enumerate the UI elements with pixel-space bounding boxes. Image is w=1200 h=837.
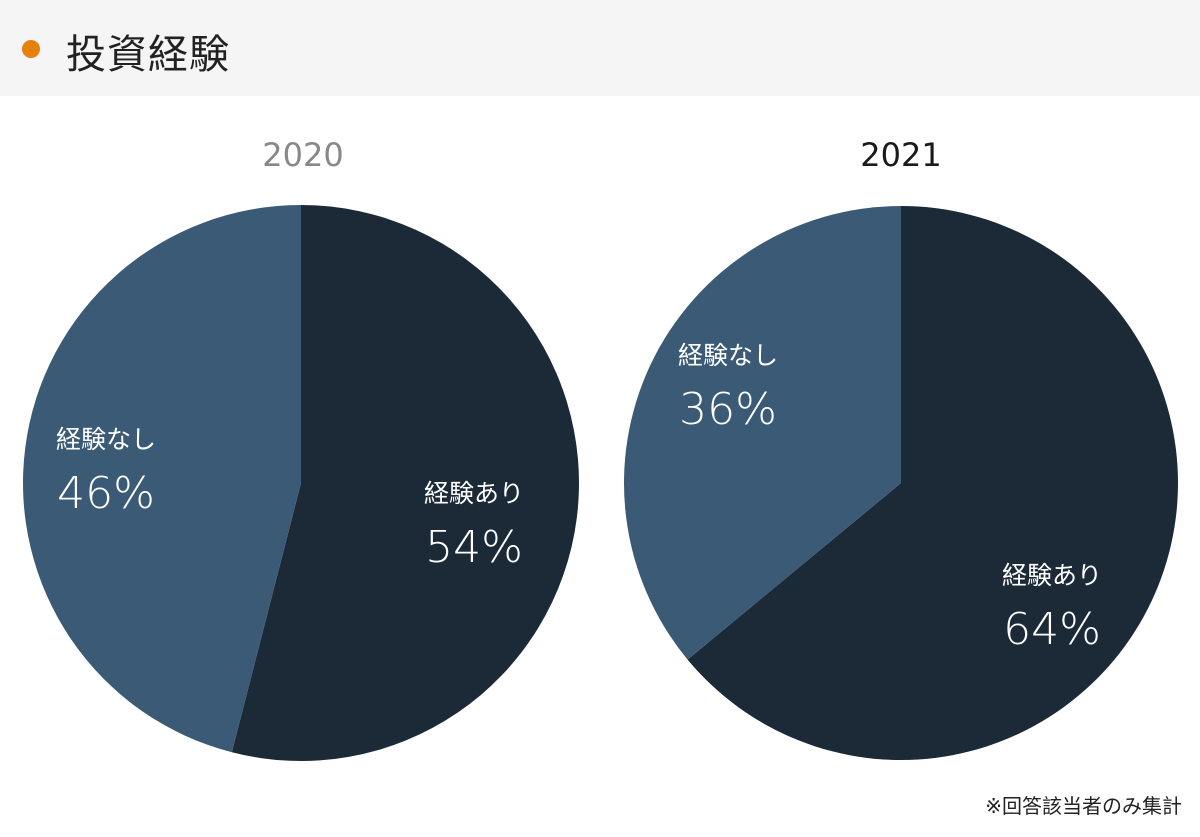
pie-slice [231, 205, 580, 761]
slice-name: 経験なし [678, 341, 779, 370]
slice-label-2021-not-experienced: 経験なし 36% [678, 336, 778, 435]
slice-percent: 64% [1003, 604, 1101, 655]
slice-label-2020-not-experienced: 経験なし 46% [56, 420, 156, 519]
pie-slice [23, 205, 302, 753]
pie-slice [687, 206, 1178, 761]
pie-slice [623, 206, 901, 660]
slice-name: 経験あり [1002, 561, 1103, 590]
footnote: ※回答該当者のみ集計 [985, 794, 1182, 818]
slice-name: 経験なし [56, 425, 157, 454]
chart-title-2021: 2021 [860, 136, 942, 174]
header-bar: 投資経験 [0, 0, 1200, 96]
slice-percent: 54% [425, 522, 523, 573]
slice-name: 経験あり [424, 479, 525, 508]
bullet-dot-icon [22, 40, 40, 58]
slice-label-2020-experienced: 経験あり 54% [424, 474, 524, 573]
page-title: 投資経験 [66, 32, 230, 78]
slice-percent: 46% [57, 468, 155, 519]
chart-title-2020: 2020 [262, 136, 344, 174]
pie-chart-2021 [623, 206, 1178, 761]
slice-label-2021-experienced: 経験あり 64% [1002, 556, 1102, 655]
slice-percent: 36% [679, 384, 777, 435]
pie-chart-2020 [23, 205, 580, 761]
